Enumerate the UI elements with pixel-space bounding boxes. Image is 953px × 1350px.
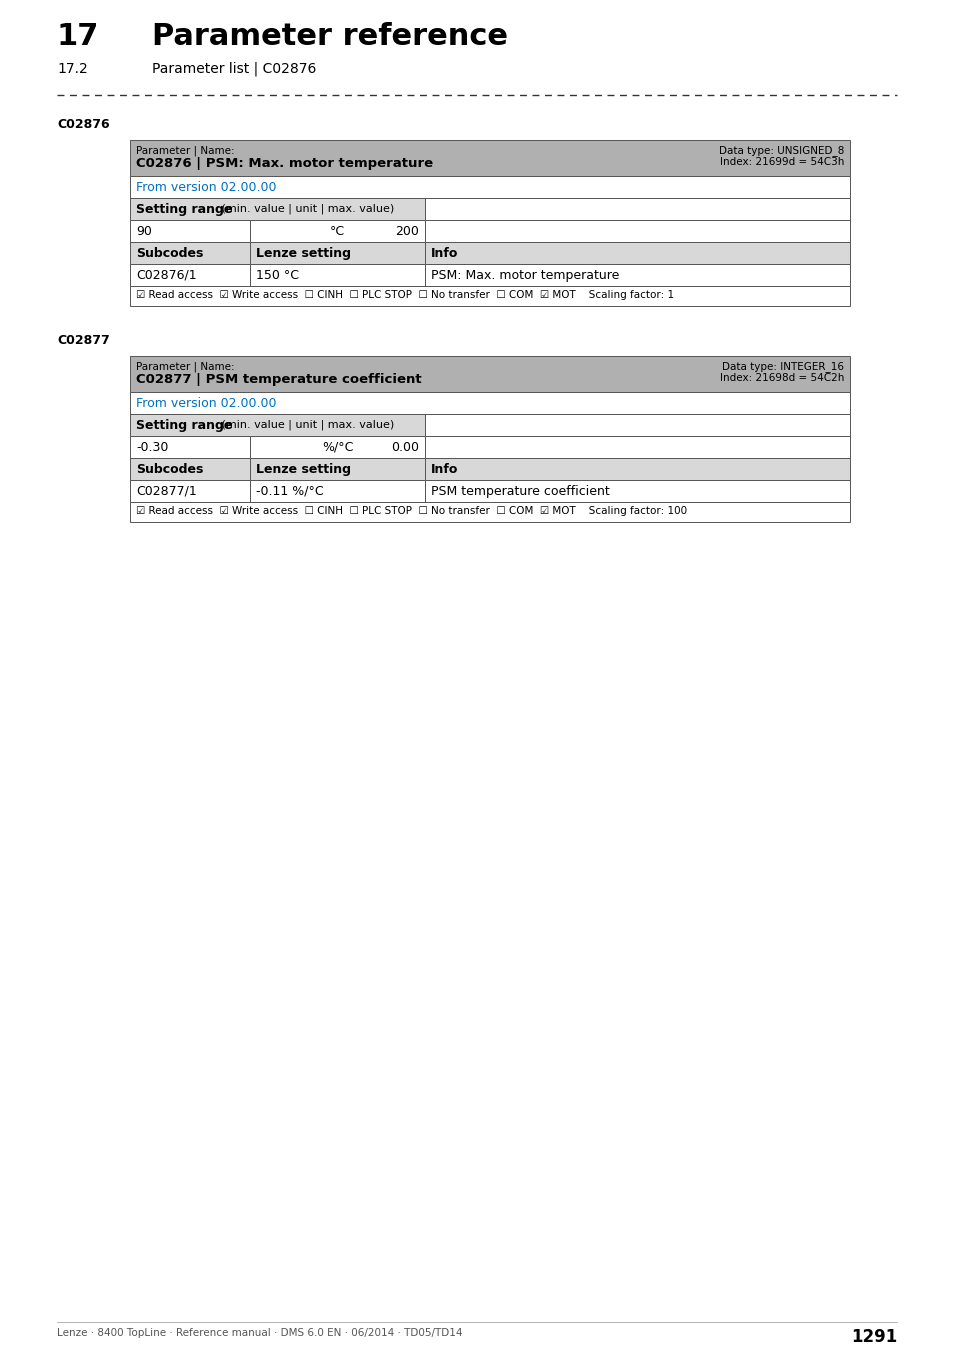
Bar xyxy=(130,436,250,458)
Bar xyxy=(130,356,849,392)
Bar xyxy=(130,265,250,286)
Text: 0.00: 0.00 xyxy=(391,441,418,454)
Text: 200: 200 xyxy=(395,225,418,238)
Bar xyxy=(424,242,849,265)
Bar xyxy=(424,436,849,458)
Text: ☑ Read access  ☑ Write access  ☐ CINH  ☐ PLC STOP  ☐ No transfer  ☐ COM  ☑ MOT  : ☑ Read access ☑ Write access ☐ CINH ☐ PL… xyxy=(136,290,674,300)
Bar xyxy=(250,242,424,265)
Text: Lenze · 8400 TopLine · Reference manual · DMS 6.0 EN · 06/2014 · TD05/TD14: Lenze · 8400 TopLine · Reference manual … xyxy=(57,1328,462,1338)
Bar xyxy=(130,286,849,306)
Text: Setting range: Setting range xyxy=(136,202,233,216)
Bar xyxy=(250,220,424,242)
Bar xyxy=(424,198,849,220)
Bar xyxy=(130,414,424,436)
Text: Parameter | Name:: Parameter | Name: xyxy=(136,144,234,155)
Text: 17.2: 17.2 xyxy=(57,62,88,76)
Text: Parameter reference: Parameter reference xyxy=(152,22,507,51)
Bar xyxy=(130,502,849,522)
Bar xyxy=(250,436,424,458)
Text: -0.30: -0.30 xyxy=(136,441,168,454)
Bar xyxy=(250,265,424,286)
Bar xyxy=(424,481,849,502)
Text: Lenze setting: Lenze setting xyxy=(255,463,351,477)
Text: PSM temperature coefficient: PSM temperature coefficient xyxy=(431,485,609,498)
Text: Setting range: Setting range xyxy=(136,418,233,432)
Text: From version 02.00.00: From version 02.00.00 xyxy=(136,397,276,410)
Text: (min. value | unit | max. value): (min. value | unit | max. value) xyxy=(218,202,394,213)
Text: C02877 | PSM temperature coefficient: C02877 | PSM temperature coefficient xyxy=(136,373,421,386)
Text: C02876 | PSM: Max. motor temperature: C02876 | PSM: Max. motor temperature xyxy=(136,157,433,170)
Bar xyxy=(424,265,849,286)
Bar xyxy=(250,481,424,502)
Text: 150 °C: 150 °C xyxy=(255,269,298,282)
Bar xyxy=(130,176,849,198)
Bar xyxy=(130,458,250,481)
Text: C02877/1: C02877/1 xyxy=(136,485,196,498)
Text: Subcodes: Subcodes xyxy=(136,247,203,261)
Text: C02877: C02877 xyxy=(57,333,110,347)
Bar xyxy=(130,242,250,265)
Text: C02876/1: C02876/1 xyxy=(136,269,196,282)
Bar xyxy=(424,414,849,436)
Text: Index: 21698d = 54C2h: Index: 21698d = 54C2h xyxy=(719,373,843,383)
Text: 90: 90 xyxy=(136,225,152,238)
Text: Info: Info xyxy=(431,463,457,477)
Text: %/°C: %/°C xyxy=(321,441,353,454)
Text: ☑ Read access  ☑ Write access  ☐ CINH  ☐ PLC STOP  ☐ No transfer  ☐ COM  ☑ MOT  : ☑ Read access ☑ Write access ☐ CINH ☐ PL… xyxy=(136,506,686,516)
Bar xyxy=(424,220,849,242)
Bar xyxy=(130,140,849,176)
Text: -0.11 %/°C: -0.11 %/°C xyxy=(255,485,323,498)
Bar xyxy=(130,392,849,414)
Text: Info: Info xyxy=(431,247,457,261)
Text: PSM: Max. motor temperature: PSM: Max. motor temperature xyxy=(431,269,618,282)
Bar xyxy=(130,481,250,502)
Text: From version 02.00.00: From version 02.00.00 xyxy=(136,181,276,194)
Text: C02876: C02876 xyxy=(57,117,110,131)
Bar xyxy=(130,220,250,242)
Text: (min. value | unit | max. value): (min. value | unit | max. value) xyxy=(218,418,394,429)
Text: Parameter | Name:: Parameter | Name: xyxy=(136,360,234,371)
Text: Lenze setting: Lenze setting xyxy=(255,247,351,261)
Text: 1291: 1291 xyxy=(850,1328,896,1346)
Text: Parameter list | C02876: Parameter list | C02876 xyxy=(152,62,316,77)
Text: °C: °C xyxy=(330,225,345,238)
Bar xyxy=(424,458,849,481)
Text: Subcodes: Subcodes xyxy=(136,463,203,477)
Text: Data type: UNSIGNED_8: Data type: UNSIGNED_8 xyxy=(718,144,843,155)
Bar xyxy=(130,198,424,220)
Text: 17: 17 xyxy=(57,22,99,51)
Bar xyxy=(250,458,424,481)
Text: Index: 21699d = 54C3h: Index: 21699d = 54C3h xyxy=(719,157,843,167)
Text: Data type: INTEGER_16: Data type: INTEGER_16 xyxy=(721,360,843,371)
